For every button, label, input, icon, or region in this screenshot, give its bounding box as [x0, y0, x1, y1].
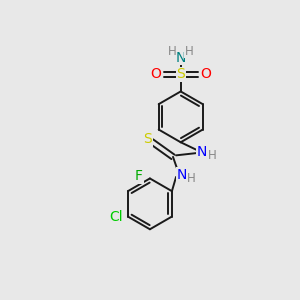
Text: H: H [208, 149, 217, 162]
Text: O: O [151, 68, 161, 82]
Text: N: N [176, 51, 186, 64]
Text: Cl: Cl [110, 210, 123, 224]
Text: H: H [185, 45, 194, 58]
Text: O: O [200, 68, 211, 82]
Text: S: S [176, 68, 185, 82]
Text: S: S [143, 132, 152, 146]
Text: N: N [197, 145, 207, 158]
Text: H: H [187, 172, 196, 185]
Text: H: H [168, 45, 177, 58]
Text: F: F [135, 169, 143, 183]
Text: N: N [176, 168, 187, 182]
